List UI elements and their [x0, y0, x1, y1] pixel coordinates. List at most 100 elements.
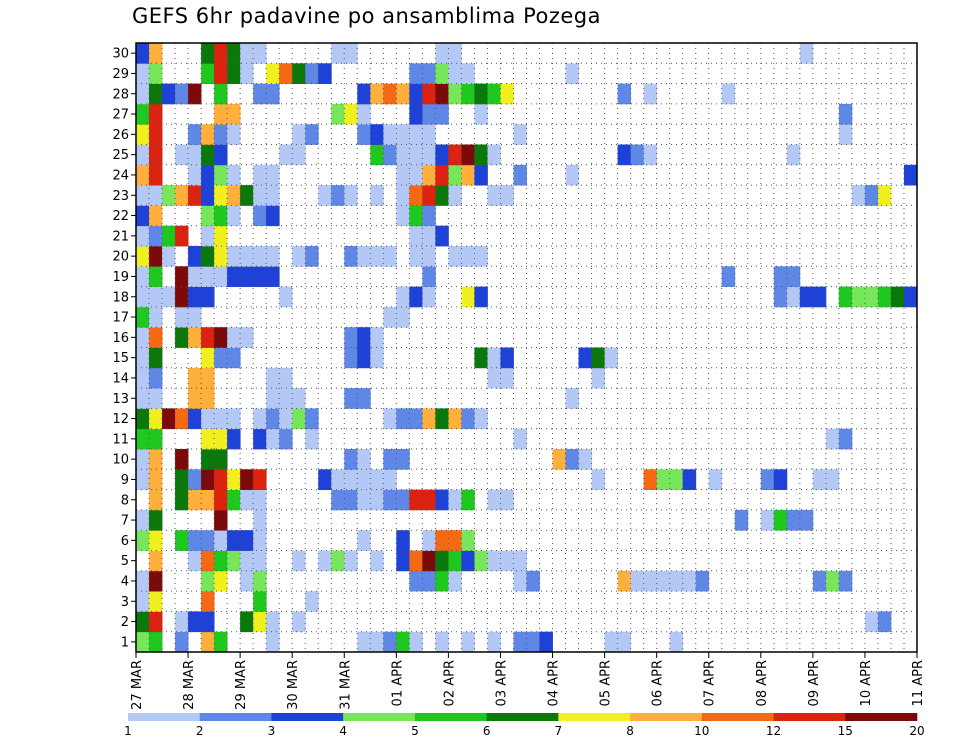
heatmap-cell: [539, 631, 553, 653]
heatmap-cell: [149, 266, 163, 287]
heatmap-cell: [201, 347, 215, 369]
heatmap-cell: [266, 266, 280, 287]
heatmap-cell: [877, 286, 892, 308]
heatmap-cell: [201, 205, 215, 227]
heatmap-cell: [370, 327, 384, 348]
heatmap-cell: [513, 428, 527, 450]
heatmap-cell: [500, 83, 514, 105]
heatmap-cell: [461, 408, 475, 430]
heatmap-cell: [149, 246, 163, 267]
heatmap-cell: [435, 570, 449, 592]
heatmap-cell: [292, 408, 306, 430]
y-tick-label: 3: [121, 595, 129, 610]
y-tick-label: 13: [112, 392, 129, 407]
heatmap-cell: [214, 327, 228, 348]
heatmap-cell: [292, 124, 306, 145]
y-tick-label: 23: [112, 189, 129, 204]
heatmap-cell: [357, 388, 371, 409]
heatmap-cell: [903, 286, 918, 308]
heatmap-cell: [422, 246, 436, 267]
heatmap-cell: [136, 408, 150, 430]
heatmap-cell: [214, 428, 228, 450]
colorbar-label: 1: [124, 724, 132, 738]
heatmap-cell: [864, 185, 879, 206]
heatmap-cell: [188, 246, 202, 267]
heatmap-cell: [227, 124, 241, 145]
heatmap-cell: [383, 246, 397, 267]
heatmap-cell: [240, 43, 254, 64]
heatmap-cell: [630, 570, 645, 592]
heatmap-cell: [227, 408, 241, 430]
colorbar-label: 8: [626, 724, 634, 738]
heatmap-cell: [201, 225, 215, 247]
heatmap-cell: [240, 63, 254, 84]
heatmap-cell: [136, 306, 150, 328]
heatmap-cell: [435, 144, 449, 166]
heatmap-cell: [266, 367, 280, 389]
heatmap-cell: [474, 286, 488, 308]
heatmap-cell: [838, 570, 853, 592]
colorbar-label: 4: [339, 724, 347, 738]
x-tick-label: 03 APR: [495, 660, 510, 706]
heatmap-cell: [331, 469, 345, 490]
heatmap-cell: [422, 570, 436, 592]
heatmap-cell: [149, 205, 163, 227]
colorbar-swatch: [199, 713, 272, 721]
heatmap-cell: [175, 530, 189, 551]
heatmap-cells: [136, 43, 918, 653]
heatmap-cell: [435, 83, 449, 105]
heatmap-cell: [526, 631, 540, 653]
heatmap-cell: [344, 489, 358, 511]
heatmap-cell: [188, 164, 202, 186]
heatmap-cell: [383, 83, 397, 105]
heatmap-cell: [266, 185, 280, 206]
heatmap-cell: [188, 469, 202, 490]
heatmap-cell: [149, 489, 163, 511]
heatmap-cell: [773, 469, 788, 490]
heatmap-cell: [812, 469, 827, 490]
heatmap-cell: [396, 306, 410, 328]
heatmap-cell: [227, 164, 241, 186]
x-tick-label: 28 MAR: [182, 660, 197, 710]
heatmap-cell: [331, 43, 345, 64]
heatmap-cell: [240, 246, 254, 267]
heatmap-cell: [214, 489, 228, 511]
heatmap-cell: [643, 469, 658, 490]
heatmap-cell: [344, 550, 358, 572]
heatmap-cell: [201, 449, 215, 470]
heatmap-cell: [448, 144, 462, 166]
heatmap-cell: [149, 509, 163, 531]
heatmap-cell: [344, 103, 358, 125]
y-tick-label: 12: [112, 412, 129, 427]
heatmap-cell: [461, 550, 475, 572]
heatmap-cell: [435, 43, 449, 64]
heatmap-cell: [890, 286, 905, 308]
heatmap-cell: [240, 266, 254, 287]
heatmap-cell: [266, 408, 280, 430]
heatmap-cell: [422, 550, 436, 572]
colorbar-label: 10: [694, 724, 709, 738]
heatmap-cell: [188, 306, 202, 328]
heatmap-cell: [149, 347, 163, 369]
heatmap-cell: [656, 570, 671, 592]
heatmap-cell: [357, 449, 371, 470]
heatmap-cell: [331, 550, 345, 572]
heatmap-cell: [344, 327, 358, 348]
heatmap-cell: [487, 347, 501, 369]
y-tick-label: 2: [121, 615, 129, 630]
plot-frame: [135, 42, 918, 653]
heatmap-cell: [604, 631, 619, 653]
heatmap-cell: [734, 509, 749, 531]
heatmap-cell: [487, 367, 501, 389]
heatmap-cell: [188, 550, 202, 572]
heatmap-cell: [331, 489, 345, 511]
y-tick-label: 19: [112, 270, 129, 285]
heatmap-cell: [474, 550, 488, 572]
heatmap-cell: [513, 631, 527, 653]
heatmap-cell: [266, 205, 280, 227]
heatmap-cell: [253, 591, 267, 612]
heatmap-cell: [513, 164, 527, 186]
heatmap-cell: [370, 246, 384, 267]
heatmap-cell: [214, 205, 228, 227]
heatmap-cell: [318, 63, 332, 84]
